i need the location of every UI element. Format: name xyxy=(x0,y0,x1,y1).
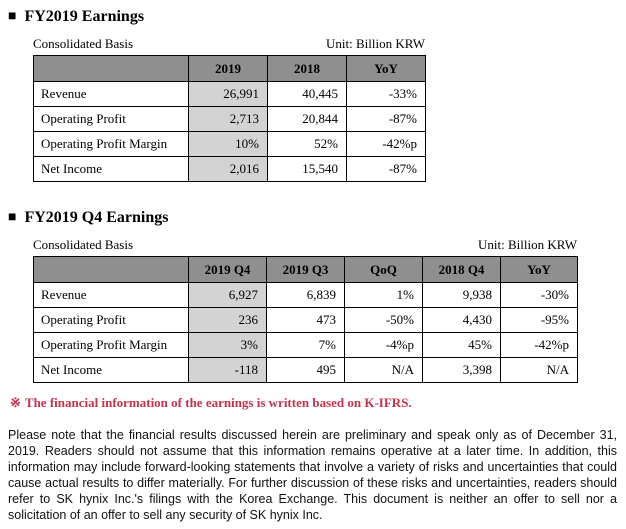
reference-mark-icon: ※ xyxy=(10,395,21,410)
row-label: Operating Profit Margin xyxy=(33,332,189,358)
cell-value: -42%p xyxy=(500,332,578,358)
fy2019-q4-earnings-table: 2019 Q4 2019 Q3 QoQ 2018 Q4 YoY Revenue … xyxy=(33,256,578,383)
row-label: Operating Profit Margin xyxy=(33,131,189,157)
cell-value: -42%p xyxy=(346,131,426,157)
cell-value: 1% xyxy=(344,282,423,308)
fy2019-earnings-table: 2019 2018 YoY Revenue 26,991 40,445 -33%… xyxy=(33,55,426,182)
table-meta-row: Consolidated Basis Unit: Billion KRW xyxy=(33,36,425,51)
column-header-yoy: YoY xyxy=(500,256,578,283)
legal-disclaimer: Please note that the financial results d… xyxy=(8,428,617,522)
kifrs-note: ※ The financial information of the earnin… xyxy=(10,395,626,410)
earnings-report-page: ■ FY2019 Earnings Consolidated Basis Uni… xyxy=(0,7,626,529)
table-row-operating-profit: Operating Profit 2,713 20,844 -87% xyxy=(33,106,426,132)
row-label: Net Income xyxy=(33,357,189,383)
cell-value: 6,839 xyxy=(266,282,345,308)
row-label: Operating Profit xyxy=(33,307,189,333)
table-corner-cell xyxy=(33,256,189,283)
cell-value: 3,398 xyxy=(422,357,501,383)
table-corner-cell xyxy=(33,55,189,82)
section-title-text: FY2019 Q4 Earnings xyxy=(24,209,169,226)
cell-value: 20,844 xyxy=(267,106,347,132)
cell-value: -118 xyxy=(188,357,267,383)
column-header-2018-q4: 2018 Q4 xyxy=(422,256,501,283)
section-title-text: FY2019 Earnings xyxy=(24,8,145,25)
table-row-operating-profit: Operating Profit 236 473 -50% 4,430 -95% xyxy=(33,307,578,333)
basis-label: Consolidated Basis xyxy=(33,237,134,252)
section-title-fy2019-q4: ■ FY2019 Q4 Earnings xyxy=(8,208,626,228)
cell-value: -30% xyxy=(500,282,578,308)
table-row-net-income: Net Income 2,016 15,540 -87% xyxy=(33,156,426,182)
column-header-2018: 2018 xyxy=(267,55,347,82)
cell-value: -87% xyxy=(346,106,426,132)
column-header-2019: 2019 xyxy=(188,55,268,82)
table-row-revenue: Revenue 6,927 6,839 1% 9,938 -30% xyxy=(33,282,578,308)
section-title-fy2019: ■ FY2019 Earnings xyxy=(8,7,626,27)
table-row-revenue: Revenue 26,991 40,445 -33% xyxy=(33,81,426,107)
cell-value: N/A xyxy=(500,357,578,383)
kifrs-note-text: The financial information of the earning… xyxy=(24,395,412,410)
basis-label: Consolidated Basis xyxy=(33,36,134,51)
cell-value: -50% xyxy=(344,307,423,333)
column-header-yoy: YoY xyxy=(346,55,426,82)
column-header-qoq: QoQ xyxy=(344,256,423,283)
cell-value: 52% xyxy=(267,131,347,157)
row-label: Operating Profit xyxy=(33,106,189,132)
cell-value: 473 xyxy=(266,307,345,333)
column-header-2019-q4: 2019 Q4 xyxy=(188,256,267,283)
cell-value: -87% xyxy=(346,156,426,182)
table-row-operating-profit-margin: Operating Profit Margin 3% 7% -4%p 45% -… xyxy=(33,332,578,358)
row-label: Revenue xyxy=(33,81,189,107)
cell-value: 2,016 xyxy=(188,156,268,182)
cell-value: 236 xyxy=(188,307,267,333)
cell-value: 2,713 xyxy=(188,106,268,132)
cell-value: N/A xyxy=(344,357,423,383)
unit-label: Unit: Billion KRW xyxy=(478,237,577,252)
cell-value: 3% xyxy=(188,332,267,358)
cell-value: -4%p xyxy=(344,332,423,358)
cell-value: 15,540 xyxy=(267,156,347,182)
cell-value: 495 xyxy=(266,357,345,383)
black-square-bullet-icon: ■ xyxy=(8,210,17,225)
cell-value: 45% xyxy=(422,332,501,358)
cell-value: 9,938 xyxy=(422,282,501,308)
row-label: Revenue xyxy=(33,282,189,308)
table-meta-row: Consolidated Basis Unit: Billion KRW xyxy=(33,237,577,252)
cell-value: 26,991 xyxy=(188,81,268,107)
table-header-row: 2019 2018 YoY xyxy=(33,55,426,82)
cell-value: -33% xyxy=(346,81,426,107)
cell-value: -95% xyxy=(500,307,578,333)
unit-label: Unit: Billion KRW xyxy=(326,36,425,51)
cell-value: 6,927 xyxy=(188,282,267,308)
cell-value: 40,445 xyxy=(267,81,347,107)
column-header-2019-q3: 2019 Q3 xyxy=(266,256,345,283)
row-label: Net Income xyxy=(33,156,189,182)
table-header-row: 2019 Q4 2019 Q3 QoQ 2018 Q4 YoY xyxy=(33,256,578,283)
cell-value: 10% xyxy=(188,131,268,157)
black-square-bullet-icon: ■ xyxy=(8,9,17,24)
cell-value: 7% xyxy=(266,332,345,358)
table-row-net-income: Net Income -118 495 N/A 3,398 N/A xyxy=(33,357,578,383)
cell-value: 4,430 xyxy=(422,307,501,333)
table-row-operating-profit-margin: Operating Profit Margin 10% 52% -42%p xyxy=(33,131,426,157)
